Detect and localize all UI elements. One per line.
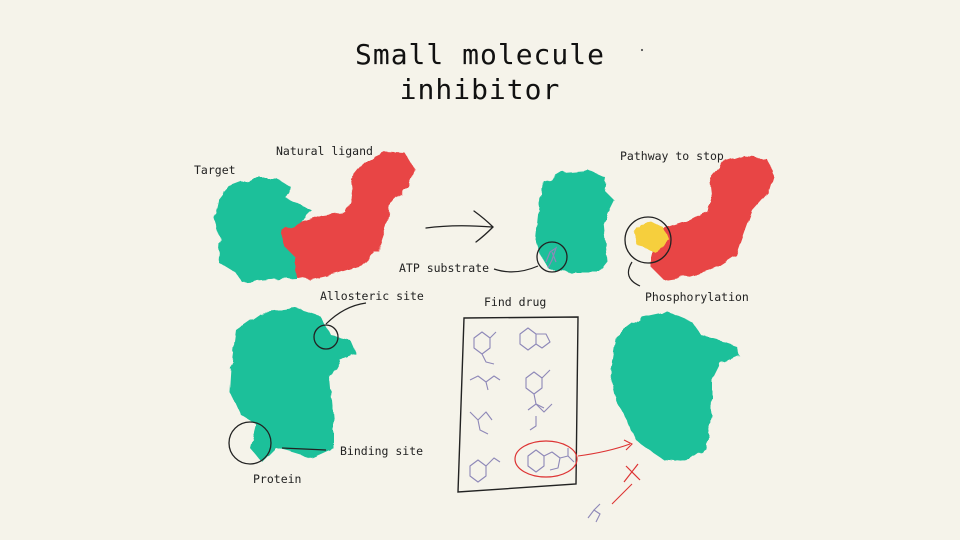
label-find-drug: Find drug (484, 295, 547, 309)
label-atp-substrate: ATP substrate (399, 261, 490, 275)
molecule-8-selected (527, 448, 575, 473)
phosphate-circle (624, 216, 672, 264)
protein-shape-4 (610, 312, 740, 462)
binding-pointer (281, 447, 327, 451)
label-natural-ligand: Natural ligand (276, 144, 373, 158)
release-arrow (611, 483, 633, 505)
drug-to-site-arrow (577, 443, 631, 457)
arrow-head (623, 439, 633, 451)
panel-drug-library (457, 316, 579, 493)
molecule-7 (469, 457, 501, 483)
title-line-2: inhibitor (399, 73, 561, 106)
ligand-shape-2 (652, 156, 774, 280)
molecule-4 (525, 369, 551, 409)
title-line-1: Small molecule (354, 38, 605, 71)
label-pathway-to-stop: Pathway to stop (620, 149, 724, 163)
transition-arrow (425, 210, 494, 243)
molecule-5 (469, 411, 493, 435)
label-phosphorylation: Phosphorylation (645, 290, 749, 304)
released-molecule (587, 503, 601, 523)
phosphate-group (634, 222, 668, 252)
binding-circle (228, 421, 272, 465)
block-cross (623, 463, 641, 483)
molecule-1 (473, 331, 497, 365)
candidate-molecules (469, 327, 575, 483)
molecule-6 (527, 403, 553, 431)
library-box (457, 316, 579, 493)
panel-inhibited (577, 312, 740, 523)
atp-circle (536, 241, 568, 273)
label-allosteric-site: Allosteric site (320, 289, 424, 303)
panel-pathway (493, 156, 774, 287)
molecule-2 (519, 327, 551, 351)
protein-shape-3 (230, 308, 356, 462)
atp-pointer (493, 265, 539, 273)
phosphorylation-pointer (627, 261, 641, 287)
target-protein-1 (214, 178, 312, 282)
panel-protein (228, 302, 367, 465)
allosteric-pointer (325, 302, 367, 325)
target-protein-2 (536, 170, 614, 272)
atp-molecule (545, 246, 558, 269)
molecule-3 (469, 375, 501, 391)
ligand-shape-1 (281, 152, 414, 280)
allosteric-circle (313, 324, 339, 350)
panel-target-ligand (214, 152, 414, 282)
selected-drug-circle (514, 440, 578, 478)
label-binding-site: Binding site (340, 444, 424, 458)
label-protein: Protein (253, 472, 302, 486)
label-target: Target (194, 163, 236, 177)
